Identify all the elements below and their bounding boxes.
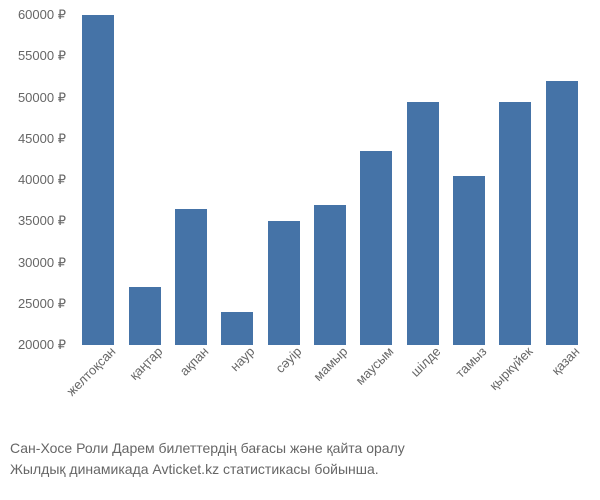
x-axis-labels: желтоқсанқаңтарақпаннаурсәуірмамырмаусым… — [75, 348, 585, 438]
bar — [129, 287, 161, 345]
y-tick-label: 45000 ₽ — [18, 131, 66, 147]
bars-group — [75, 15, 585, 345]
y-tick-label: 60000 ₽ — [18, 7, 66, 23]
y-tick-label: 20000 ₽ — [18, 337, 66, 353]
bar — [453, 176, 485, 345]
bar — [221, 312, 253, 345]
bar — [175, 209, 207, 345]
y-tick-label: 25000 ₽ — [18, 296, 66, 312]
bar — [82, 15, 114, 345]
y-tick-label: 35000 ₽ — [18, 213, 66, 229]
y-tick-label: 40000 ₽ — [18, 172, 66, 188]
y-tick-label: 50000 ₽ — [18, 90, 66, 106]
chart-caption: Сан-Хосе Роли Дарем билеттердің бағасы ж… — [10, 438, 590, 480]
bar — [407, 102, 439, 345]
bar-chart — [75, 15, 585, 345]
bar — [314, 205, 346, 345]
caption-line-2: Жылдық динамикада Avticket.kz статистика… — [10, 459, 590, 480]
y-tick-label: 30000 ₽ — [18, 255, 66, 271]
bar — [360, 151, 392, 345]
bar — [499, 102, 531, 345]
x-tick-label: қазан — [562, 348, 600, 412]
caption-line-1: Сан-Хосе Роли Дарем билеттердің бағасы ж… — [10, 438, 590, 459]
bar — [546, 81, 578, 345]
y-axis: 20000 ₽25000 ₽30000 ₽35000 ₽40000 ₽45000… — [0, 15, 72, 345]
bar — [268, 221, 300, 345]
y-tick-label: 55000 ₽ — [18, 48, 66, 64]
